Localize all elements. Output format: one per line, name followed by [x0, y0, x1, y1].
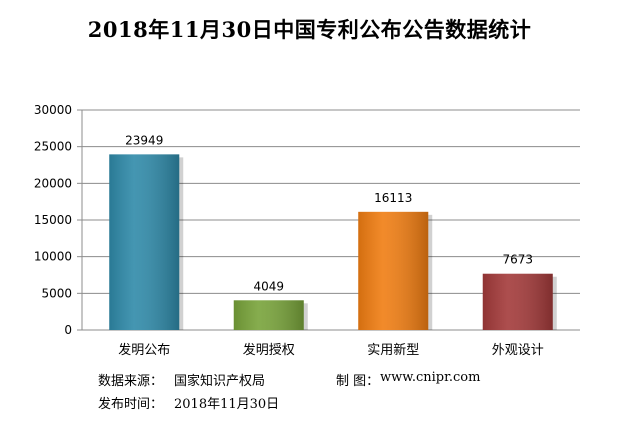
chart-title: 2018年11月30日中国专利公布公告数据统计	[87, 17, 532, 42]
x-tick-label: 外观设计	[492, 343, 544, 358]
labels: 0 5000 10000 15000 20000 25000 30000 23949 发明公布 4…	[34, 103, 544, 358]
y-tick-label: 20000	[34, 176, 72, 190]
x-tick-label: 发明公布	[118, 342, 170, 358]
y-tick-label: 15000	[34, 213, 72, 227]
source-label: 数据来源：	[98, 374, 164, 389]
data-label: 7673	[502, 253, 533, 267]
date-value: 2018年11月30日	[174, 397, 280, 412]
date-label: 发布时间：	[98, 397, 164, 412]
credit-value: www.cnipr.com	[380, 370, 481, 385]
bar-shading	[482, 273, 553, 330]
y-tick-label: 10000	[34, 250, 72, 264]
data-label: 16113	[374, 191, 412, 205]
bars	[109, 154, 557, 330]
x-tick-label: 实用新型	[367, 342, 419, 358]
y-tick-label: 30000	[34, 103, 72, 117]
source-value: 国家知识产权局	[174, 374, 266, 389]
bar-shading	[233, 300, 304, 330]
y-tick-label: 0	[64, 323, 72, 337]
bar-shading	[109, 154, 180, 330]
y-tick-label: 5000	[41, 286, 72, 300]
y-tick-label: 25000	[34, 140, 72, 154]
x-tick-label: 发明授权	[243, 342, 295, 358]
credit-label: 制 图：	[336, 374, 380, 389]
data-label: 4049	[253, 279, 284, 293]
data-label: 23949	[125, 133, 163, 147]
bar-shading	[358, 211, 429, 330]
